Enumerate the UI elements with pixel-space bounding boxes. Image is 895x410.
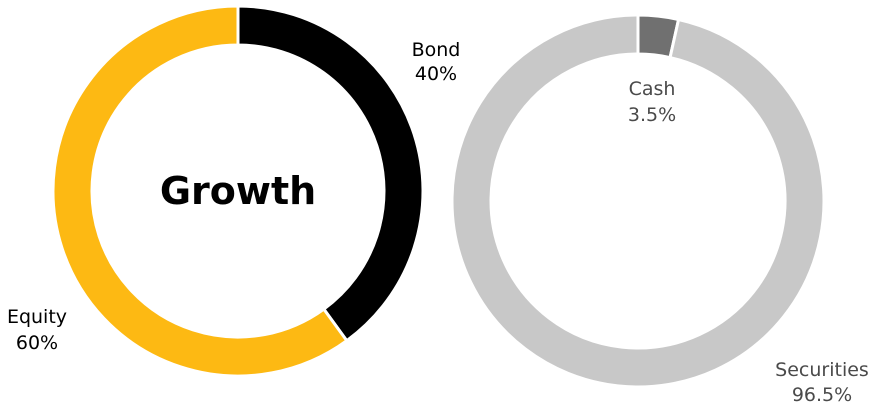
- cash-securities-donut-chart: Cash 3.5% Securities 96.5%: [450, 13, 869, 406]
- slice-bond: [236, 4, 425, 343]
- label-bond: Bond: [412, 39, 461, 61]
- value-label-cash: 3.5%: [628, 104, 676, 126]
- label-cash: Cash: [629, 78, 676, 100]
- value-label-equity: 60%: [16, 332, 58, 354]
- slice-securities: [450, 13, 826, 389]
- slice-equity: [51, 4, 349, 378]
- chart-center-title: Growth: [160, 169, 316, 213]
- label-equity: Equity: [7, 306, 67, 328]
- value-label-bond: 40%: [415, 63, 457, 85]
- value-label-securities: 96.5%: [792, 384, 852, 406]
- label-securities: Securities: [775, 359, 869, 381]
